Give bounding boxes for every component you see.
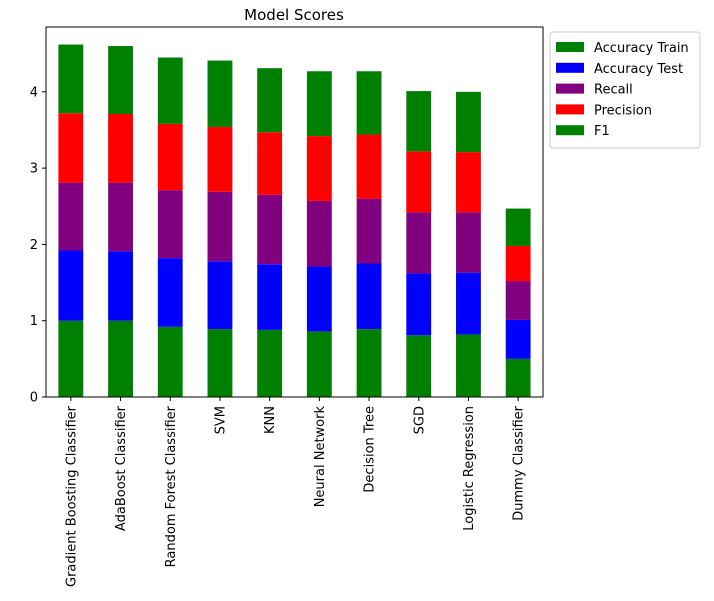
legend-swatch-2 (556, 83, 584, 94)
legend-label-3: Precision (594, 103, 652, 118)
bar-accuracy-test-0 (58, 250, 84, 321)
bar-accuracy-train-8 (456, 334, 481, 397)
bar-precision-5 (306, 136, 332, 201)
x-tick-label-0: Gradient Boosting Classifier (64, 405, 79, 587)
x-tick-label-1: AdaBoost Classifier (114, 405, 129, 531)
legend-swatch-1 (556, 62, 584, 73)
y-tick-label-2: 2 (30, 238, 38, 253)
bar-recall-7 (406, 212, 432, 274)
bar-accuracy-test-4 (257, 264, 283, 330)
x-tick-label-4: KNN (263, 406, 278, 434)
bars-group (58, 44, 531, 397)
bar-precision-1 (108, 113, 133, 183)
legend-box (549, 31, 701, 149)
plot-frame (45, 26, 544, 398)
legend-swatch-0 (556, 42, 584, 52)
legend-label-0: Accuracy Train (594, 41, 689, 56)
chart-title: Model Scores (244, 6, 344, 24)
bar-accuracy-train-3 (207, 329, 233, 397)
legend-swatch-3 (556, 104, 584, 115)
x-tick-label-9: Dummy Classifier (512, 405, 527, 520)
bar-precision-2 (157, 123, 183, 191)
bar-accuracy-test-1 (108, 251, 133, 321)
bar-f1-8 (456, 91, 481, 153)
legend-label-2: Recall (594, 83, 633, 98)
x-tick-label-7: SGD (412, 406, 427, 434)
y-tick-label-4: 4 (30, 85, 38, 100)
bar-precision-3 (207, 126, 233, 192)
bar-precision-9 (505, 245, 531, 282)
bar-accuracy-train-0 (58, 320, 84, 397)
bar-recall-3 (207, 191, 233, 262)
bar-accuracy-test-8 (456, 272, 481, 335)
bar-precision-6 (356, 134, 382, 199)
bar-accuracy-test-9 (505, 319, 531, 359)
bar-f1-3 (207, 60, 233, 127)
bar-recall-9 (505, 281, 531, 320)
x-tick-label-5: Neural Network (313, 406, 328, 508)
bar-f1-5 (306, 71, 332, 137)
bar-accuracy-train-7 (406, 335, 432, 397)
bar-accuracy-train-5 (306, 331, 332, 397)
x-tick-label-2: Random Forest Classifier (164, 405, 179, 567)
bar-f1-6 (356, 71, 382, 135)
bar-f1-1 (108, 46, 133, 114)
x-tick-label-6: Decision Tree (363, 406, 378, 493)
bar-recall-5 (306, 200, 332, 267)
y-tick-label-3: 3 (30, 162, 38, 177)
x-tick-label-8: Logistic Regression (462, 406, 477, 531)
bar-f1-4 (257, 68, 283, 133)
bar-accuracy-train-4 (257, 329, 283, 397)
bar-f1-9 (505, 208, 531, 246)
bar-accuracy-test-5 (306, 266, 332, 332)
bar-f1-2 (157, 57, 183, 124)
bar-precision-7 (406, 151, 432, 213)
legend-label-1: Accuracy Test (594, 62, 683, 77)
bar-recall-1 (108, 182, 133, 252)
bar-precision-0 (58, 113, 84, 183)
bar-accuracy-train-9 (505, 358, 531, 397)
bar-recall-0 (58, 182, 84, 251)
x-tick-label-3: SVM (213, 406, 228, 434)
legend: Accuracy Train Accuracy Test Recall Precisi… (549, 31, 701, 149)
bar-accuracy-train-1 (108, 320, 133, 397)
bar-accuracy-train-6 (356, 329, 382, 397)
bar-recall-6 (356, 198, 382, 264)
bar-accuracy-test-7 (406, 273, 432, 336)
bar-accuracy-train-2 (157, 326, 183, 397)
axes-group: 0 1 2 3 4 Gradient Boosting Classifier AdaBoos… (30, 26, 544, 587)
bar-accuracy-test-6 (356, 263, 382, 330)
legend-swatch-4 (556, 125, 584, 136)
bar-f1-7 (406, 91, 432, 152)
bar-recall-2 (157, 190, 183, 259)
bar-f1-0 (58, 44, 84, 114)
bar-accuracy-test-3 (207, 261, 233, 330)
bar-precision-8 (456, 152, 481, 213)
y-tick-label-0: 0 (30, 391, 38, 406)
bar-precision-4 (257, 132, 283, 195)
bar-recall-8 (456, 212, 481, 273)
y-tick-label-1: 1 (30, 314, 38, 329)
bar-recall-4 (257, 194, 283, 265)
legend-label-4: F1 (594, 124, 610, 139)
bar-accuracy-test-2 (157, 258, 183, 327)
